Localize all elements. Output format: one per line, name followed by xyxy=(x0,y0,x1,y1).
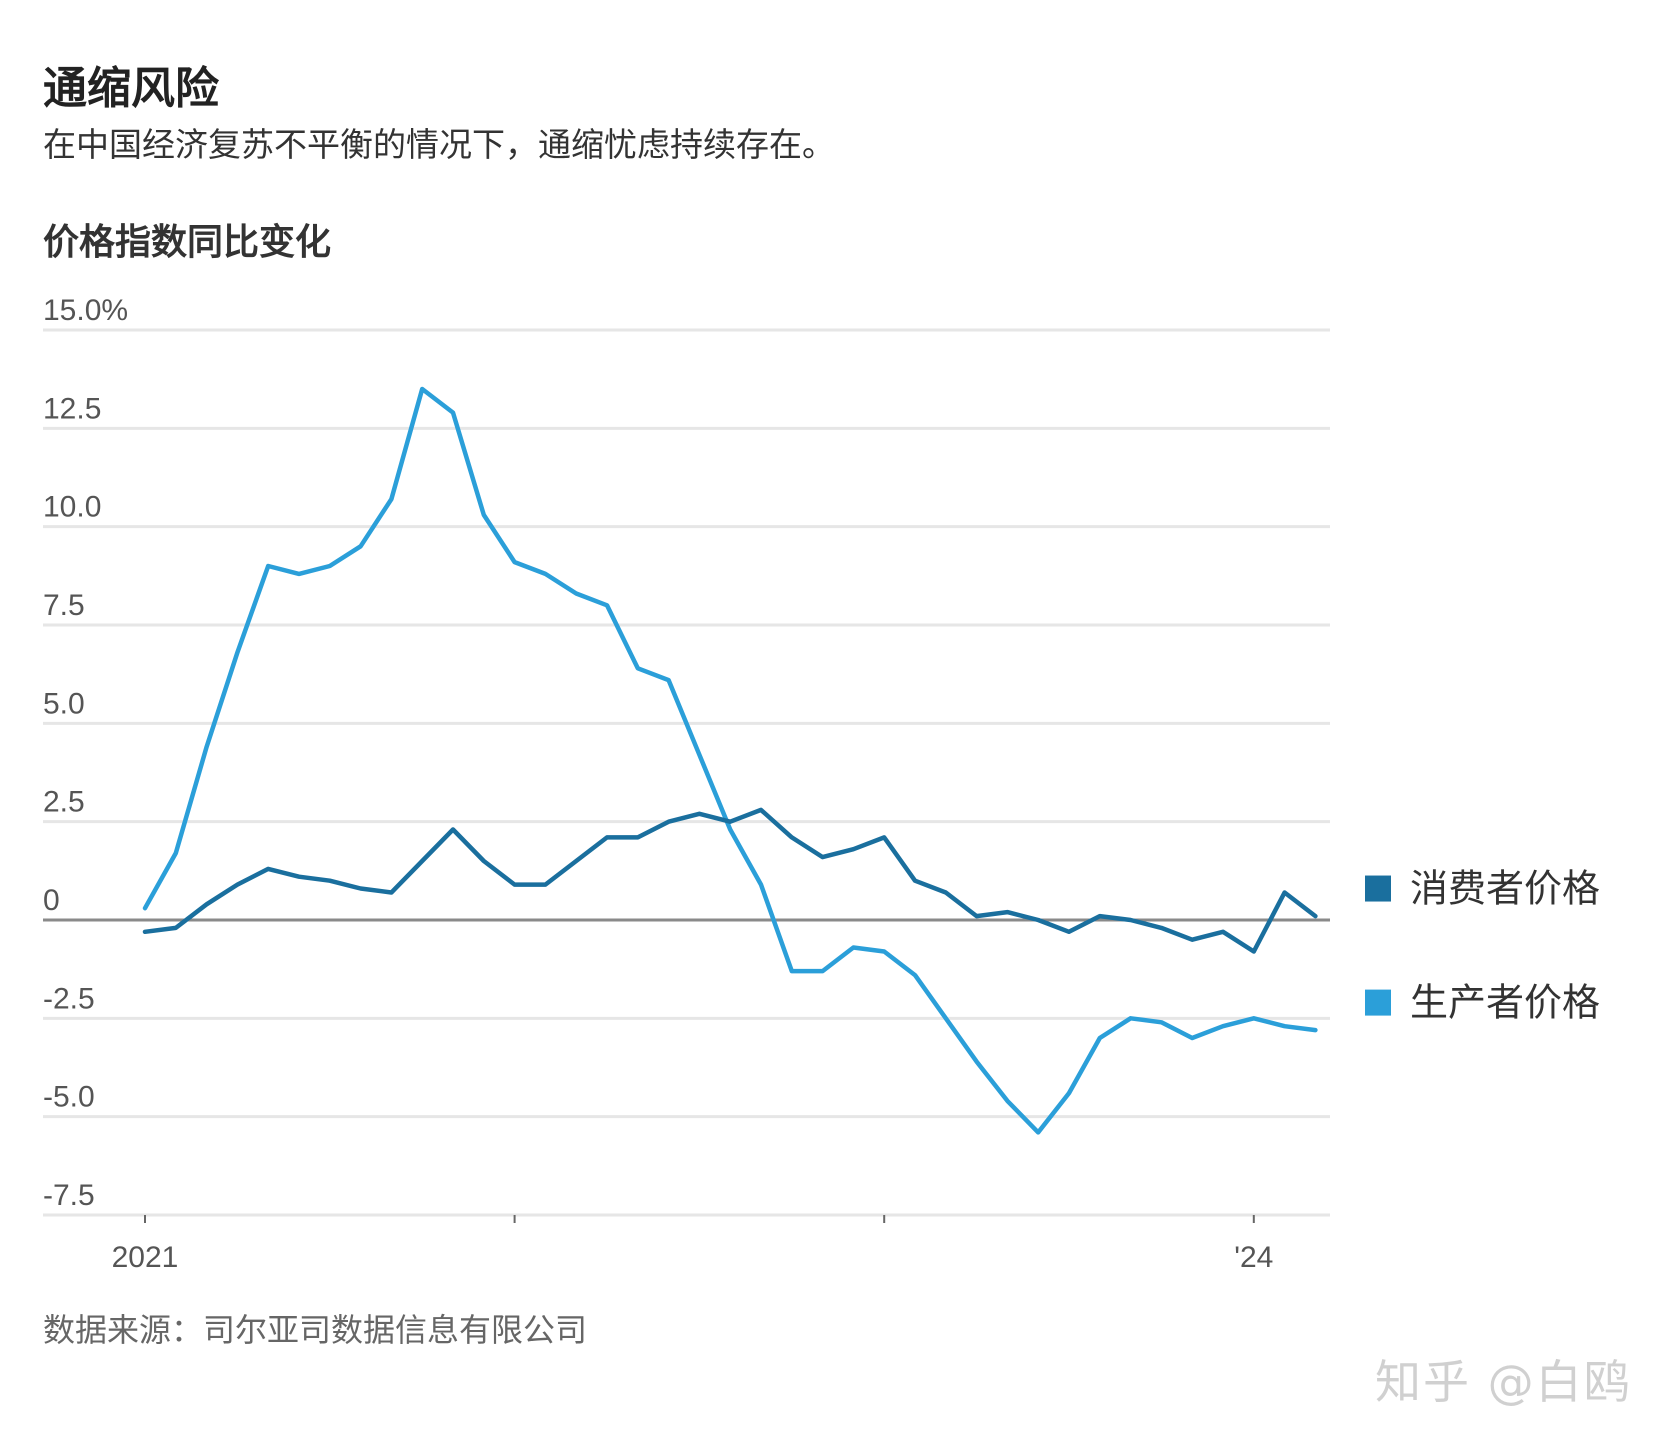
series-line-cpi xyxy=(142,807,1318,954)
y-tick-label: 0 xyxy=(43,884,60,917)
legend-label: 生产者价格 xyxy=(1410,981,1600,1025)
y-tick-label: 7.5 xyxy=(43,589,85,622)
y-tick-label: 15.0% xyxy=(43,294,128,327)
y-tick-label: 5.0 xyxy=(43,687,85,720)
legend-swatch xyxy=(1365,989,1391,1016)
watermark: 知乎 @白鸥 xyxy=(1375,1355,1632,1409)
data-source-note: 数据来源：司尔亚司数据信息有限公司 xyxy=(43,1311,588,1349)
legend-label: 消费者价格 xyxy=(1410,867,1600,911)
y-tick-label: -5.0 xyxy=(43,1081,95,1114)
chart-title: 通缩风险 xyxy=(43,63,219,114)
y-tick-label: 10.0 xyxy=(43,491,101,524)
series-lines xyxy=(142,386,1318,1135)
grid-lines xyxy=(43,328,1330,1217)
chart-heading: 价格指数同比变化 xyxy=(43,222,332,263)
x-tick-label: '24 xyxy=(1234,1241,1273,1274)
x-tick-label: 2021 xyxy=(112,1241,179,1274)
y-tick-label: 2.5 xyxy=(43,786,85,819)
legend-swatch xyxy=(1365,875,1391,902)
series-line-ppi xyxy=(142,386,1318,1135)
y-tick-label: 12.5 xyxy=(43,392,101,425)
x-axis-ticks: 2021 '24 xyxy=(112,1215,1273,1274)
y-tick-label: -7.5 xyxy=(43,1179,95,1212)
y-tick-label: -2.5 xyxy=(43,982,95,1015)
y-axis-ticks: 15.0% 12.5 10.0 7.5 5.0 2.5 0 -2.5 -5.0 -7.5 xyxy=(43,294,128,1212)
chart-subtitle: 在中国经济复苏不平衡的情况下，通缩忧虑持续存在。 xyxy=(43,125,835,164)
